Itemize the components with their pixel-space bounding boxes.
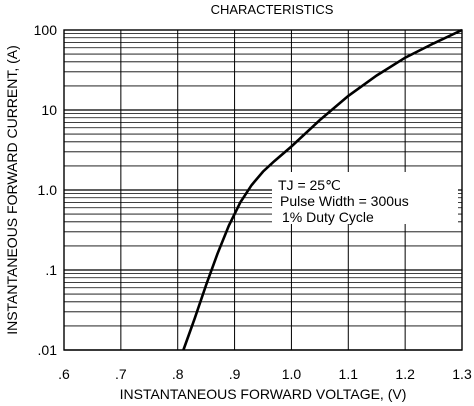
x-tick-label: 1.1 <box>339 366 359 382</box>
tick-labels: .6 .7 .8 .9 1.0 1.1 1.2 1.3 .01 .1 1.0 10 100 <box>34 22 472 382</box>
duty-cycle-annotation: 1% Duty Cycle <box>282 209 374 225</box>
y-tick-label: 100 <box>34 22 58 38</box>
x-tick-label: .9 <box>229 366 241 382</box>
x-tick-label: .8 <box>172 366 184 382</box>
y-tick-label: .01 <box>38 342 58 358</box>
x-tick-label: 1.3 <box>452 366 472 382</box>
y-tick-label: 1.0 <box>38 182 58 198</box>
chart-title: CHARACTERISTICS <box>211 2 334 17</box>
x-tick-label: .7 <box>115 366 127 382</box>
x-axis-label: INSTANTANEOUS FORWARD VOLTAGE, (V) <box>120 386 407 402</box>
tj-annotation: TJ = 25℃ <box>278 177 341 193</box>
x-tick-label: .6 <box>58 366 70 382</box>
y-tick-label: .1 <box>45 262 57 278</box>
x-tick-label: 1.2 <box>395 366 415 382</box>
annotation-box <box>272 172 458 224</box>
y-axis-label: INSTANTANEOUS FORWARD CURRENT, (A) <box>4 45 20 335</box>
x-tick-label: 1.0 <box>282 366 302 382</box>
pulse-width-annotation: Pulse Width = 300us <box>280 193 409 209</box>
forward-current-curve <box>182 28 463 351</box>
y-tick-label: 10 <box>41 102 57 118</box>
plot-frame <box>63 29 463 351</box>
